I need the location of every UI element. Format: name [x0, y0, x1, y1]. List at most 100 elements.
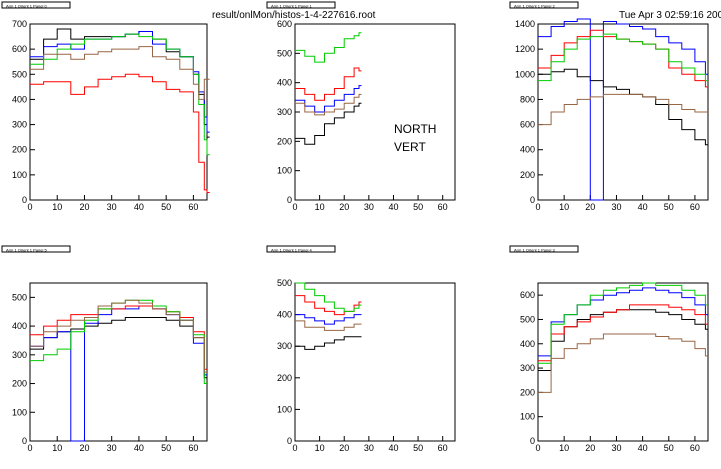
x-tick-label: 10	[559, 443, 569, 453]
x-tick-label: 50	[664, 443, 674, 453]
x-tick-label: 40	[388, 202, 398, 212]
y-tick-label: 600	[277, 19, 292, 29]
x-tick-label: 40	[134, 443, 144, 453]
series-line-4	[538, 93, 708, 126]
timestamp-label: Tue Apr 3 02:59:16 2007	[619, 10, 721, 21]
series-line-0	[295, 336, 362, 350]
x-tick-label: 0	[292, 443, 297, 453]
y-tick-label: 700	[12, 19, 27, 29]
x-tick-label: 20	[79, 443, 89, 453]
panel-title: Arm 1 Orient 1 Panel 5	[6, 248, 47, 253]
series-line-3	[538, 33, 708, 82]
x-tick-label: 40	[638, 443, 648, 453]
y-tick-label: 400	[520, 339, 535, 349]
y-tick-label: 600	[520, 120, 535, 130]
x-tick-label: 10	[52, 202, 62, 212]
x-tick-label: 30	[611, 202, 621, 212]
y-tick-label: 400	[12, 321, 27, 331]
y-tick-label: 0	[530, 436, 535, 446]
series-line-3	[295, 282, 362, 312]
plot-frame	[294, 282, 456, 442]
x-tick-label: 20	[79, 202, 89, 212]
x-tick-label: 40	[638, 202, 648, 212]
panel-title: Arm 1 Orient 1 Panel 0	[6, 4, 47, 9]
y-tick-label: 600	[520, 290, 535, 300]
y-tick-label: 400	[277, 78, 292, 88]
series-line-2	[295, 67, 362, 101]
x-tick-label: 60	[188, 443, 198, 453]
panel-title: Arm 1 Orient 1 Panel 4	[271, 248, 312, 253]
series-line-4	[538, 333, 708, 393]
series-line-4	[30, 46, 210, 100]
y-tick-label: 400	[277, 310, 292, 320]
y-tick-label: 800	[520, 94, 535, 104]
y-tick-label: 500	[520, 314, 535, 324]
x-tick-label: 0	[27, 443, 32, 453]
x-tick-label: 30	[107, 443, 117, 453]
series-line-1	[538, 287, 708, 357]
x-tick-label: 60	[438, 202, 448, 212]
series-line-4	[295, 93, 362, 116]
y-tick-label: 200	[277, 373, 292, 383]
y-tick-label: 1000	[515, 69, 535, 79]
y-tick-label: 200	[277, 136, 292, 146]
series-line-2	[538, 304, 708, 362]
x-tick-label: 30	[107, 202, 117, 212]
plot-frame	[29, 282, 208, 442]
series-line-0	[538, 68, 708, 146]
panel-3: Arm 1 Orient 1 Panel 5 0 10 20 30 40 50 60 0 100 2…	[1, 245, 208, 453]
x-tick-label: 60	[438, 443, 448, 453]
y-tick-label: 500	[277, 278, 292, 288]
y-tick-label: 300	[520, 363, 535, 373]
file-path-label: result/onlMon/histos-1-4-227616.root	[212, 10, 376, 21]
y-tick-label: 400	[12, 94, 27, 104]
x-tick-label: 10	[52, 443, 62, 453]
y-tick-label: 500	[12, 69, 27, 79]
y-tick-label: 0	[530, 195, 535, 205]
north-label: NORTH	[394, 122, 437, 136]
panel-title-box	[1, 245, 71, 253]
panel-title-box	[509, 1, 579, 9]
x-tick-label: 30	[611, 443, 621, 453]
y-tick-label: 100	[520, 412, 535, 422]
panel-title-box	[1, 1, 71, 9]
plot-frame	[29, 23, 208, 201]
series-line-4	[30, 299, 207, 373]
y-tick-label: 300	[277, 341, 292, 351]
y-tick-label: 600	[12, 44, 27, 54]
y-tick-label: 500	[277, 48, 292, 58]
panel-title-box	[266, 245, 336, 253]
x-tick-label: 50	[664, 202, 674, 212]
panel-2: Arm 1 Orient 1 Panel 20 10 20 30 40 50 6002004…	[509, 1, 709, 212]
x-tick-label: 0	[27, 202, 32, 212]
y-tick-label: 0	[22, 436, 27, 446]
x-tick-label: 0	[535, 202, 540, 212]
x-tick-label: 30	[364, 443, 374, 453]
x-tick-label: 50	[413, 202, 423, 212]
panel-title-box	[266, 1, 336, 9]
y-tick-label: 400	[520, 145, 535, 155]
y-tick-label: 200	[12, 379, 27, 389]
x-tick-label: 0	[535, 443, 540, 453]
x-tick-label: 0	[292, 202, 297, 212]
series-line-1	[295, 85, 362, 113]
y-tick-label: 300	[277, 107, 292, 117]
y-tick-label: 200	[520, 170, 535, 180]
y-tick-label: 100	[12, 407, 27, 417]
panel-title: Arm 1 Orient 1 Panel 2	[514, 4, 555, 9]
panel-title: Arm 1 Orient 1 Panel 3	[514, 248, 555, 253]
y-tick-label: 100	[12, 170, 27, 180]
x-tick-label: 50	[161, 202, 171, 212]
y-tick-label: 200	[12, 145, 27, 155]
y-tick-label: 1400	[515, 19, 535, 29]
x-tick-label: 20	[585, 202, 595, 212]
series-line-1	[538, 18, 708, 201]
series-line-3	[30, 299, 207, 384]
x-tick-label: 60	[690, 443, 700, 453]
y-tick-label: 100	[277, 404, 292, 414]
x-tick-label: 20	[585, 443, 595, 453]
y-tick-label: 200	[520, 387, 535, 397]
x-tick-label: 20	[339, 443, 349, 453]
y-tick-label: 0	[22, 195, 27, 205]
